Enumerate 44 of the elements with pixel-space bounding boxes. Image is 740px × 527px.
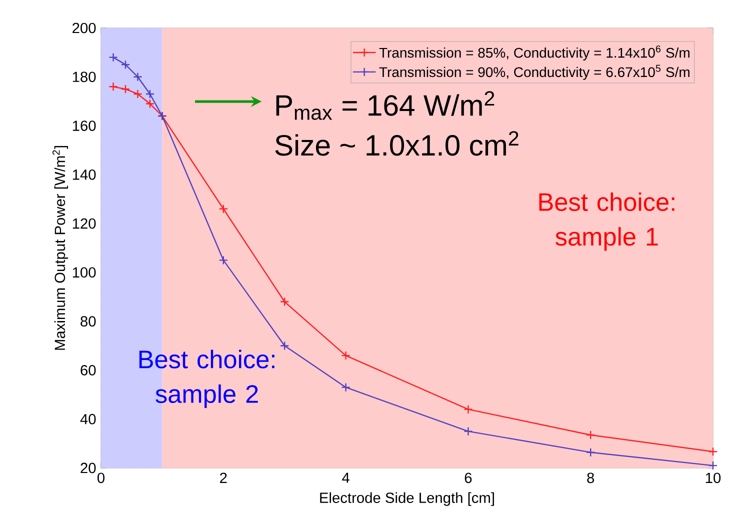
point [145, 99, 155, 108]
x-tick-label: 0 [97, 472, 104, 484]
point [133, 72, 142, 82]
point [464, 404, 473, 414]
point [586, 448, 596, 457]
point [108, 52, 118, 62]
point [341, 382, 350, 392]
point [120, 60, 130, 70]
annotation: P$_{max}$ = 164 W/m$^{2}$ [276, 91, 494, 120]
y-tick-label: 80 [80, 316, 96, 327]
x-axis-title: Electrode Side Length [cm] [320, 492, 494, 506]
y-tick-label: 200 [72, 22, 96, 34]
legend-label: Transmission = 90%, Conductivity = 6.67x10$^{5}$ S/m [379, 64, 690, 80]
x-tick-label: 8 [587, 472, 594, 484]
y-tick-label: 100 [72, 267, 96, 278]
annotation: Size ~ 1.0x1.0 cm$^{2}$ [275, 131, 518, 156]
point [218, 256, 228, 265]
x-tick-label: 2 [220, 472, 227, 483]
point [120, 84, 130, 94]
point [708, 447, 718, 456]
point [108, 82, 118, 92]
y-tick-label: 60 [80, 365, 96, 376]
x-tick-label: 10 [706, 472, 721, 484]
point [218, 204, 228, 214]
y-tick-label: 180 [72, 72, 96, 82]
point [586, 430, 596, 440]
y-tick-label: 120 [72, 218, 96, 229]
point [280, 297, 290, 306]
point [133, 89, 142, 99]
x-tick-label: 4 [342, 472, 350, 483]
point [280, 341, 290, 350]
y-tick-label: 40 [80, 414, 96, 424]
legend-label: Transmission = 85%, Conductivity = 1.14x10$^{6}$ S/m [379, 45, 690, 61]
point [464, 426, 473, 436]
y-axis-title: Maximum Output Power [W/m$^{2}$] [52, 146, 68, 350]
point [708, 460, 718, 470]
point [341, 350, 350, 360]
point [145, 89, 155, 99]
x-tick-label: 6 [464, 472, 472, 484]
y-tick-label: 20 [80, 462, 96, 474]
y-tick-label: 160 [72, 120, 96, 131]
band-label: Best choice: sample 1 [539, 192, 674, 251]
y-tick-label: 140 [72, 169, 96, 180]
band-label: Best choice: sample 2 [139, 350, 274, 408]
